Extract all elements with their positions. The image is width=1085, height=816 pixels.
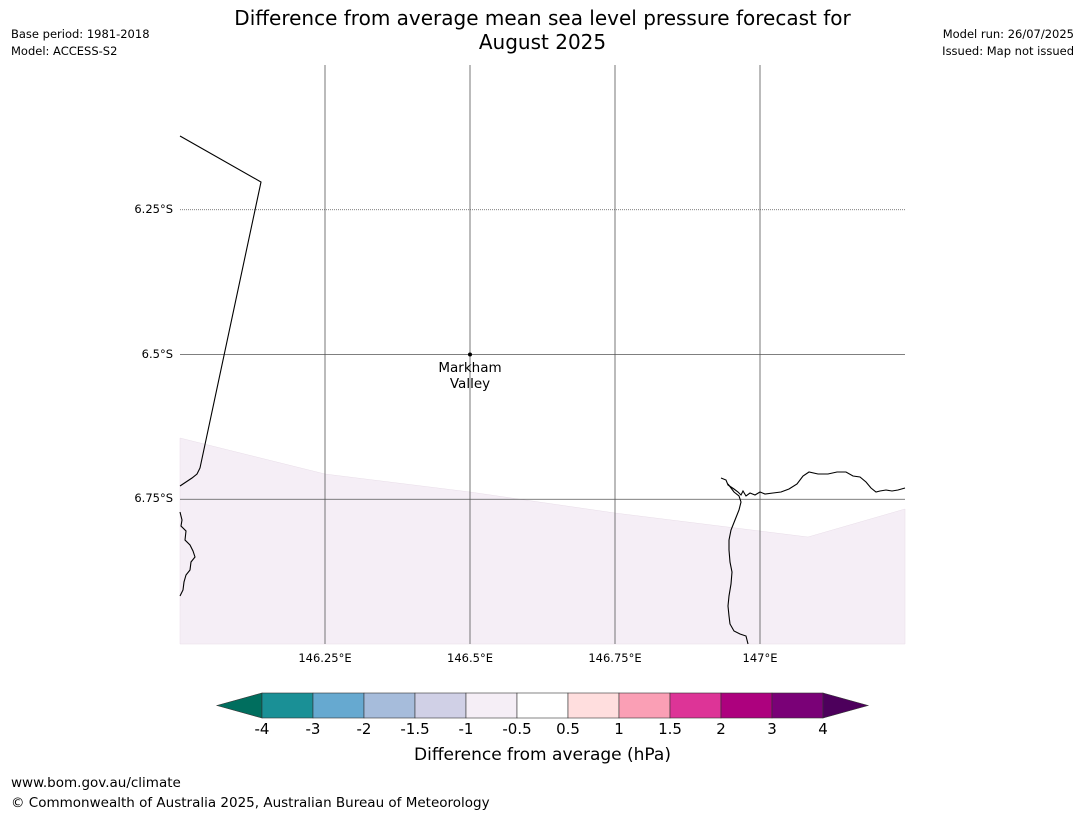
colorbar-segment [312,692,365,719]
title-line-2: August 2025 [478,30,607,54]
colorbar-segment [414,692,467,719]
place-label-line-1: Markham [438,359,502,376]
colorbar-segment [363,692,416,719]
coastline-peninsula [727,483,749,645]
colorbar-tick-label: 1.5 [658,720,682,738]
colorbar-tick-label: -0.5 [502,720,532,738]
colorbar-tick-label: -2 [356,720,372,738]
latitude-label: 6.25°S [134,201,173,216]
colorbar-segment [618,692,671,719]
place-label-line-2: Valley [449,375,491,392]
colorbar [215,692,870,719]
colorbar-segment [720,692,773,719]
colorbar-segment [567,692,620,719]
colorbar-tick-label: -4 [254,720,270,738]
map-title: Difference from average mean sea level p… [0,6,1085,54]
colorbar-segment [465,692,518,719]
colorbar-tick-label: 3 [767,720,777,738]
gridlines [180,65,905,644]
place-label: Markham Valley [420,360,520,392]
colorbar-tick-label: 2 [716,720,726,738]
coastline-southwest [179,511,196,597]
shaded-anomaly-region [179,437,906,645]
colorbar-tick-label: 4 [818,720,828,738]
meta-left: Base period: 1981-2018 Model: ACCESS-S2 [11,26,150,60]
colorbar-title: Difference from average (hPa) [414,745,671,765]
base-period: Base period: 1981-2018 [11,27,150,41]
colorbar-tick-label: -1.5 [400,720,430,738]
colorbar-segment [516,692,569,719]
footer-copyright: © Commonwealth of Australia 2025, Austra… [11,795,490,811]
longitude-label: 146.75°E [588,651,642,665]
title-line-1: Difference from average mean sea level p… [234,6,851,30]
coastlines [179,135,906,645]
colorbar-under-arrow [215,692,263,719]
colorbar-segment [771,692,824,719]
colorbar-segment [669,692,722,719]
colorbar-tick-label: -3 [305,720,321,738]
place-marker [468,352,472,357]
colorbar-over-arrow [822,692,870,719]
longitude-label: 147°E [742,651,778,665]
footer-url[interactable]: www.bom.gov.au/climate [11,775,181,791]
meta-right: Model run: 26/07/2025 Issued: Map not is… [942,26,1074,60]
coastline-southeast [720,471,906,497]
latitude-label: 6.5°S [141,346,173,361]
latitude-label: 6.75°S [134,491,173,506]
colorbar-tick-label: 0.5 [556,720,580,738]
colorbar-segment [261,692,314,719]
longitude-label: 146.25°E [298,651,352,665]
model-name: Model: ACCESS-S2 [11,44,118,58]
coastline-west [179,135,262,487]
longitude-label: 146.5°E [447,651,493,665]
model-run: Model run: 26/07/2025 [942,27,1074,41]
colorbar-tick-label: -1 [458,720,474,738]
colorbar-tick-label: 1 [614,720,624,738]
issued-status: Issued: Map not issued [942,44,1074,58]
